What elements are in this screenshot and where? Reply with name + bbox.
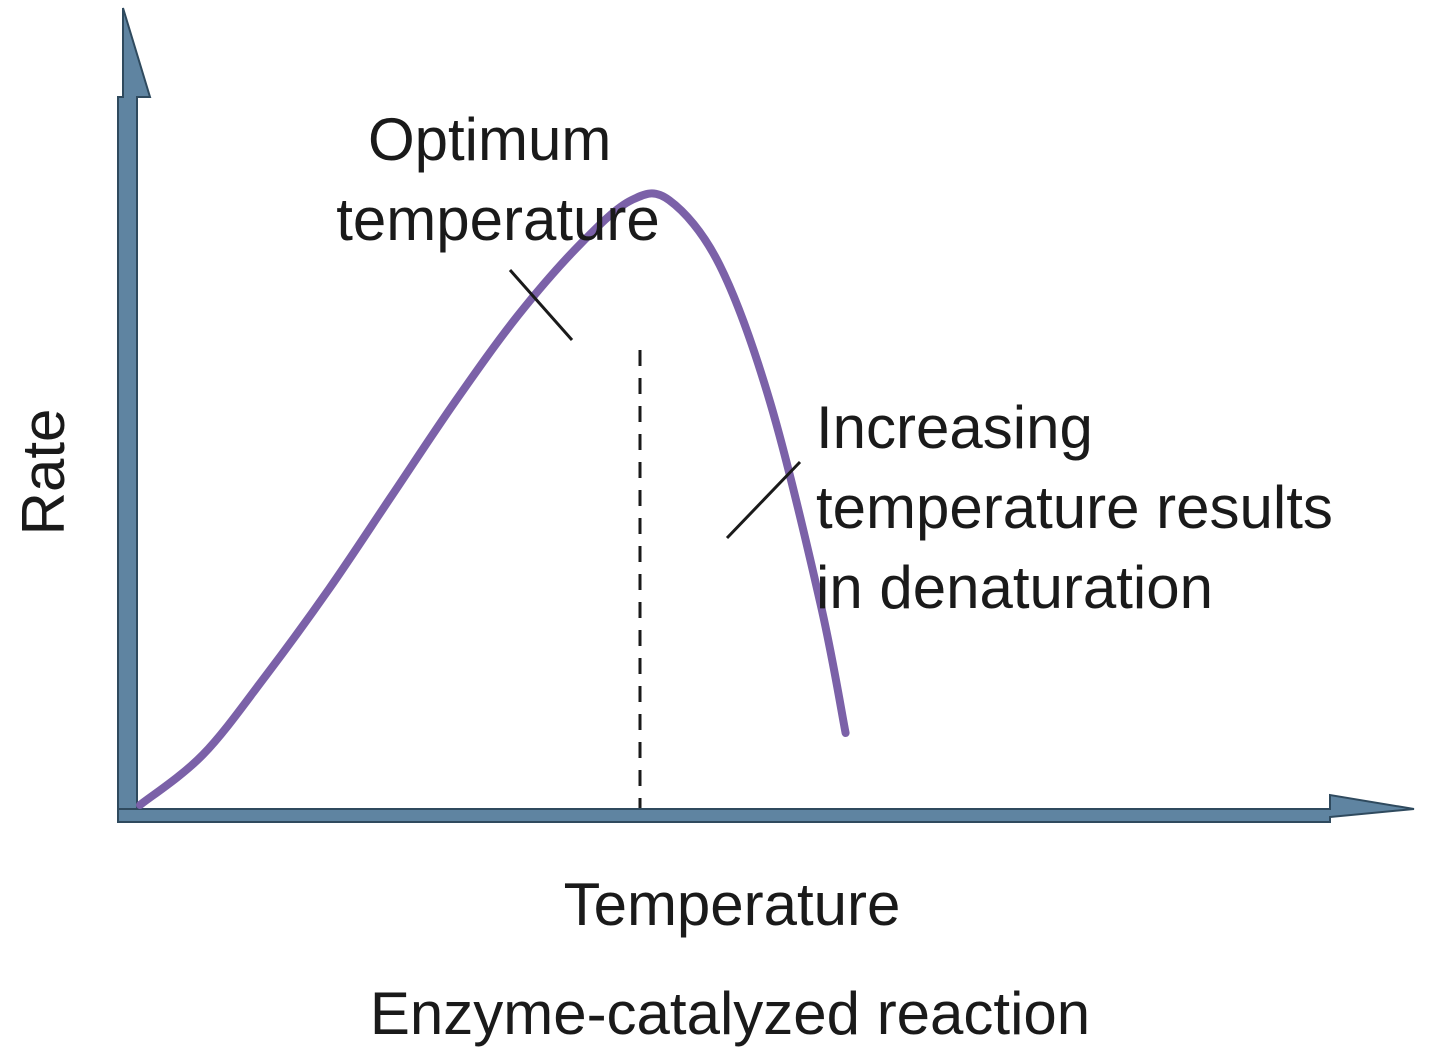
denaturation-annotation: Increasing temperature results in denatu… [816, 394, 1350, 621]
axes [117, 7, 1415, 823]
denaturation-annotation-line-3: in denaturation [816, 554, 1213, 621]
optimum-annotation-line-2: temperature [336, 186, 660, 253]
optimum-leader-line [508, 269, 574, 341]
optimum-annotation: Optimum temperature [336, 106, 660, 253]
x-axis-label: Temperature [564, 871, 901, 938]
denaturation-annotation-line-1: Increasing [816, 394, 1093, 461]
optimum-annotation-line-1: Optimum [368, 106, 611, 173]
x-axis-arrow [117, 793, 1415, 823]
rate-curve [136, 189, 850, 809]
y-axis-label: Rate [10, 409, 77, 536]
denaturation-leader-line [725, 460, 802, 540]
denaturation-annotation-line-2: temperature results [816, 474, 1333, 541]
chart-caption: Enzyme-catalyzed reaction [370, 980, 1090, 1047]
y-axis-arrow [117, 7, 152, 823]
